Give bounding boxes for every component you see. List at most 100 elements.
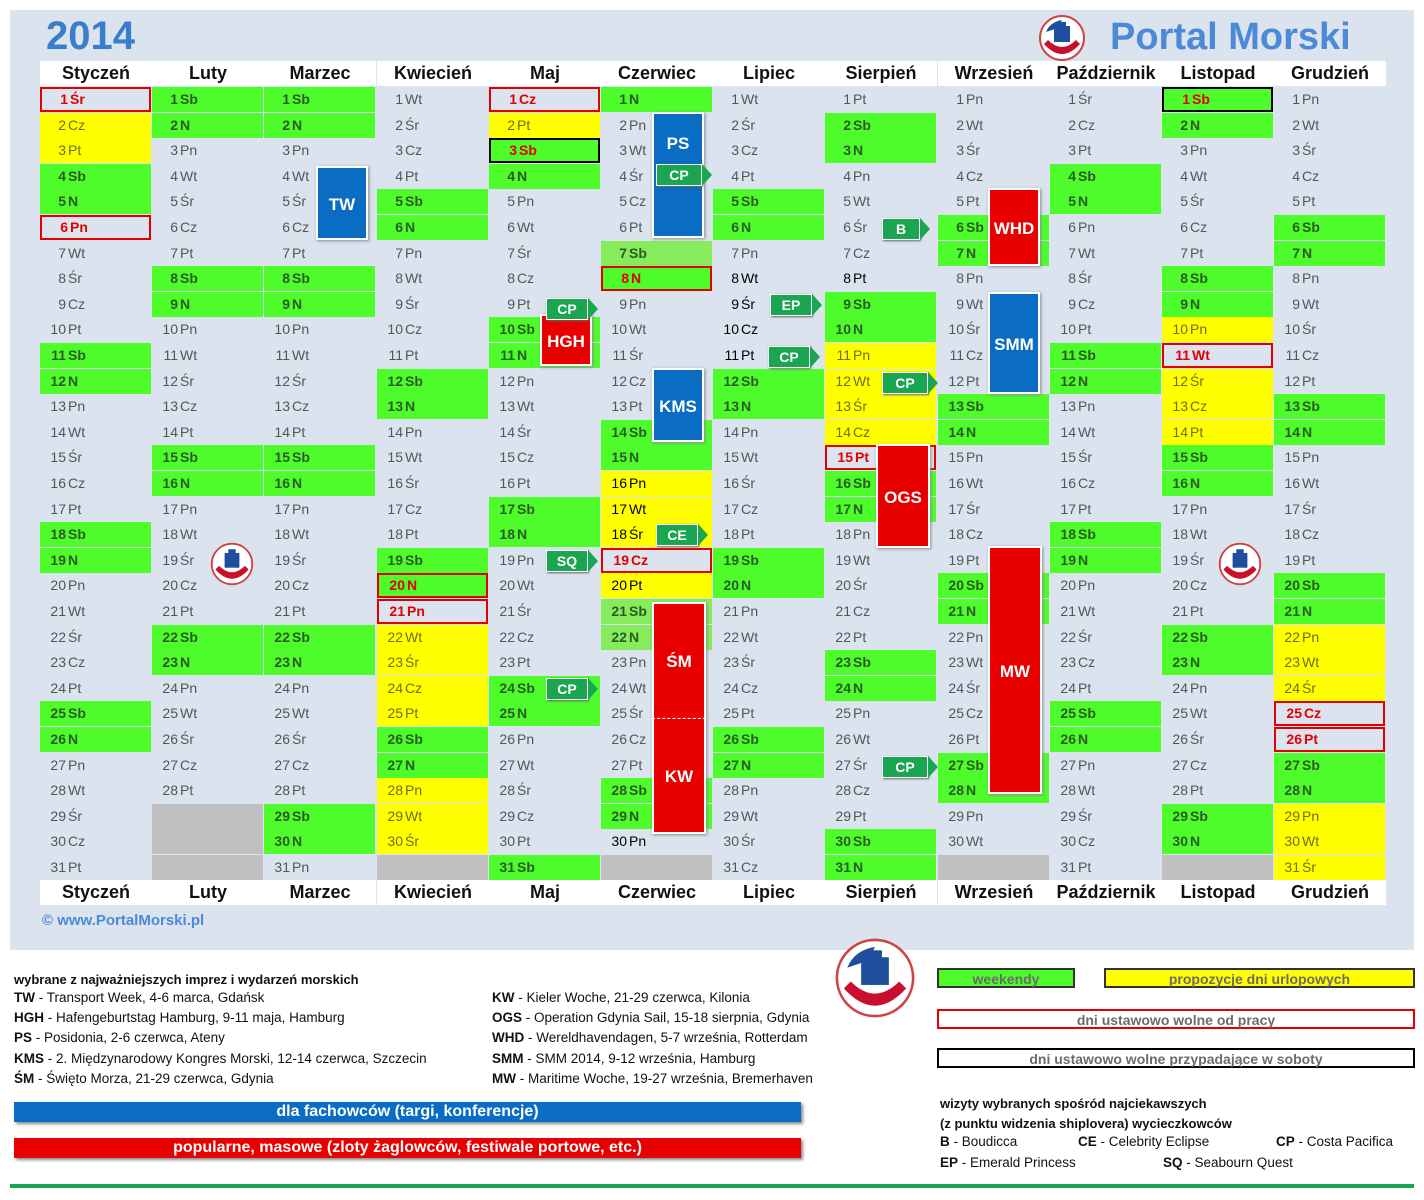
day-cell[interactable]: 20 Śr	[825, 573, 936, 598]
ship-visit-ep-tag[interactable]: EP	[770, 294, 822, 316]
day-cell[interactable]: 23 N	[152, 650, 263, 675]
day-cell[interactable]: 21 Pn	[713, 599, 824, 624]
day-cell[interactable]: 18 Sb	[40, 522, 151, 547]
day-cell[interactable]: 23 Pn	[601, 650, 712, 675]
day-cell[interactable]: 29 Pt	[825, 804, 936, 829]
day-cell[interactable]: 19 Sb	[377, 548, 488, 573]
day-cell[interactable]: 21 Wt	[1050, 599, 1161, 624]
day-cell[interactable]: 13 Pn	[40, 394, 151, 419]
day-cell[interactable]: 12 Cz	[601, 369, 712, 394]
day-cell[interactable]: 2 Sb	[825, 113, 936, 138]
day-cell[interactable]: 19 Śr	[1162, 548, 1273, 573]
day-cell[interactable]: 22 Sb	[264, 625, 375, 650]
day-cell[interactable]: 3 Śr	[938, 138, 1049, 163]
day-cell[interactable]: 3 Pt	[1050, 138, 1161, 163]
day-cell[interactable]: 30 Śr	[377, 829, 488, 854]
day-cell[interactable]: 1 Śr	[1050, 87, 1161, 112]
day-cell[interactable]: 18 Wt	[1162, 522, 1273, 547]
day-cell[interactable]: 20 Pn	[40, 573, 151, 598]
day-cell[interactable]: 19 Pt	[1274, 548, 1385, 573]
day-cell[interactable]: 18 N	[489, 522, 600, 547]
day-cell[interactable]: 4 Śr	[601, 164, 712, 189]
day-cell[interactable]: 18 Sb	[1050, 522, 1161, 547]
day-cell[interactable]: 8 Wt	[377, 266, 488, 291]
day-cell[interactable]: 3 Pn	[152, 138, 263, 163]
day-cell[interactable]: 3 Wt	[601, 138, 712, 163]
ship-visit-cp-tag[interactable]: CP	[546, 298, 598, 320]
day-cell[interactable]: 21 Pt	[152, 599, 263, 624]
day-cell[interactable]: 31 Sb	[489, 855, 600, 880]
day-cell[interactable]: 22 Śr	[1050, 625, 1161, 650]
day-cell[interactable]: 8 Pn	[938, 266, 1049, 291]
event-kw-box[interactable]: KW	[652, 718, 706, 834]
day-cell[interactable]: 16 Wt	[1274, 471, 1385, 496]
day-cell[interactable]: 19 Pt	[938, 548, 1049, 573]
day-cell[interactable]: 16 Wt	[938, 471, 1049, 496]
day-cell[interactable]: 25 N	[489, 701, 600, 726]
day-cell[interactable]: 24 Pt	[40, 676, 151, 701]
day-cell[interactable]: 21 N	[1274, 599, 1385, 624]
day-cell[interactable]: 13 Śr	[825, 394, 936, 419]
day-cell[interactable]: 10 Cz	[377, 317, 488, 342]
day-cell[interactable]: 22 Pt	[825, 625, 936, 650]
day-cell[interactable]: 11 Pt	[713, 343, 824, 368]
day-cell[interactable]: 22 Wt	[713, 625, 824, 650]
day-cell[interactable]: 1 Sb	[152, 87, 263, 112]
ship-visit-cp-tag[interactable]: CP	[546, 678, 598, 700]
day-cell[interactable]: 29 Pn	[938, 804, 1049, 829]
day-cell[interactable]: 5 Pt	[1274, 189, 1385, 214]
day-cell[interactable]: 26 Śr	[1162, 727, 1273, 752]
day-cell[interactable]: 27 Śr	[825, 753, 936, 778]
ship-visit-cp-tag[interactable]: CP	[882, 756, 938, 778]
day-cell[interactable]: 23 N	[1162, 650, 1273, 675]
day-cell[interactable]: 7 Wt	[40, 241, 151, 266]
day-cell[interactable]: 27 Pn	[1050, 753, 1161, 778]
day-cell[interactable]: 26 Pt	[1274, 727, 1385, 752]
day-cell[interactable]: 31 Pt	[1050, 855, 1161, 880]
day-cell[interactable]: 1 Śr	[40, 87, 151, 112]
day-cell[interactable]: 28 Śr	[489, 778, 600, 803]
day-cell[interactable]: 20 Sb	[1274, 573, 1385, 598]
day-cell[interactable]: 25 Cz	[1274, 701, 1385, 726]
day-cell[interactable]: 23 Śr	[713, 650, 824, 675]
day-cell[interactable]: 15 Sb	[152, 445, 263, 470]
day-cell[interactable]: 2 Pt	[489, 113, 600, 138]
day-cell[interactable]: 26 Sb	[377, 727, 488, 752]
day-cell[interactable]: 18 Cz	[1274, 522, 1385, 547]
day-cell[interactable]: 6 Pt	[601, 215, 712, 240]
day-cell[interactable]: 6 Cz	[152, 215, 263, 240]
day-cell[interactable]: 17 Sb	[489, 497, 600, 522]
day-cell[interactable]: 13 Wt	[489, 394, 600, 419]
day-cell[interactable]: 19 Śr	[264, 548, 375, 573]
day-cell[interactable]: 31 Cz	[713, 855, 824, 880]
day-cell[interactable]: 31 Pt	[40, 855, 151, 880]
day-cell[interactable]: 16 Śr	[713, 471, 824, 496]
day-cell[interactable]: 17 Pn	[1162, 497, 1273, 522]
day-cell[interactable]: 4 Sb	[1050, 164, 1161, 189]
day-cell[interactable]: 28 N	[1274, 778, 1385, 803]
ship-visit-cp-tag[interactable]: CP	[656, 164, 712, 186]
day-cell[interactable]: 27 Pn	[40, 753, 151, 778]
day-cell[interactable]: 5 Śr	[152, 189, 263, 214]
day-cell[interactable]: 9 Pt	[489, 292, 600, 317]
day-cell[interactable]: 9 Pn	[601, 292, 712, 317]
day-cell[interactable]: 23 N	[264, 650, 375, 675]
day-cell[interactable]: 23 Sb	[825, 650, 936, 675]
event-ogs-box[interactable]: OGS	[876, 444, 930, 548]
day-cell[interactable]: 12 Pt	[1274, 369, 1385, 394]
day-cell[interactable]: 28 Pn	[377, 778, 488, 803]
day-cell[interactable]: 9 Cz	[1050, 292, 1161, 317]
day-cell[interactable]: 11 Wt	[1162, 343, 1273, 368]
day-cell[interactable]: 30 Pn	[601, 829, 712, 854]
day-cell[interactable]: 25 Pn	[825, 701, 936, 726]
day-cell[interactable]: 10 Pt	[40, 317, 151, 342]
